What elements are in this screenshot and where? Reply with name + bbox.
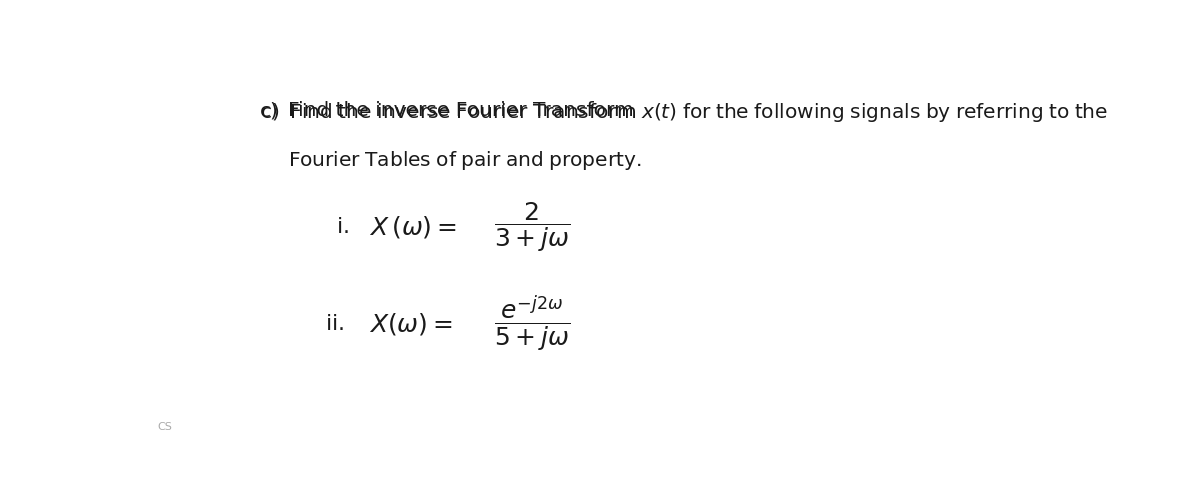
Text: c): c)	[259, 101, 278, 120]
Text: $\dfrac{e^{-j2\omega}}{5+j\omega}$: $\dfrac{e^{-j2\omega}}{5+j\omega}$	[494, 294, 570, 354]
Text: $\mathit{X}(\omega) =$: $\mathit{X}(\omega) =$	[368, 311, 452, 337]
Text: $\mathrm{ii.}$: $\mathrm{ii.}$	[325, 314, 344, 333]
Text: $\mathrm{Fourier\;Tables\;of\;pair\;and\;property.}$: $\mathrm{Fourier\;Tables\;of\;pair\;and\…	[288, 149, 641, 173]
Text: $\dfrac{2}{3+j\omega}$: $\dfrac{2}{3+j\omega}$	[494, 200, 570, 254]
Text: $\mathrm{c)\;\;Find\;the\;inverse\;Fourier\;Transform\;}$$\mathit{x(t)}$$\mathrm: $\mathrm{c)\;\;Find\;the\;inverse\;Fouri…	[259, 101, 1108, 124]
Text: $\mathit{X}\,(\omega) =$: $\mathit{X}\,(\omega) =$	[368, 214, 456, 240]
Text: $\mathrm{i.}$: $\mathrm{i.}$	[336, 217, 349, 237]
Text: Find the inverse Fourier Transform: Find the inverse Fourier Transform	[288, 101, 640, 120]
Text: CS: CS	[157, 422, 173, 432]
